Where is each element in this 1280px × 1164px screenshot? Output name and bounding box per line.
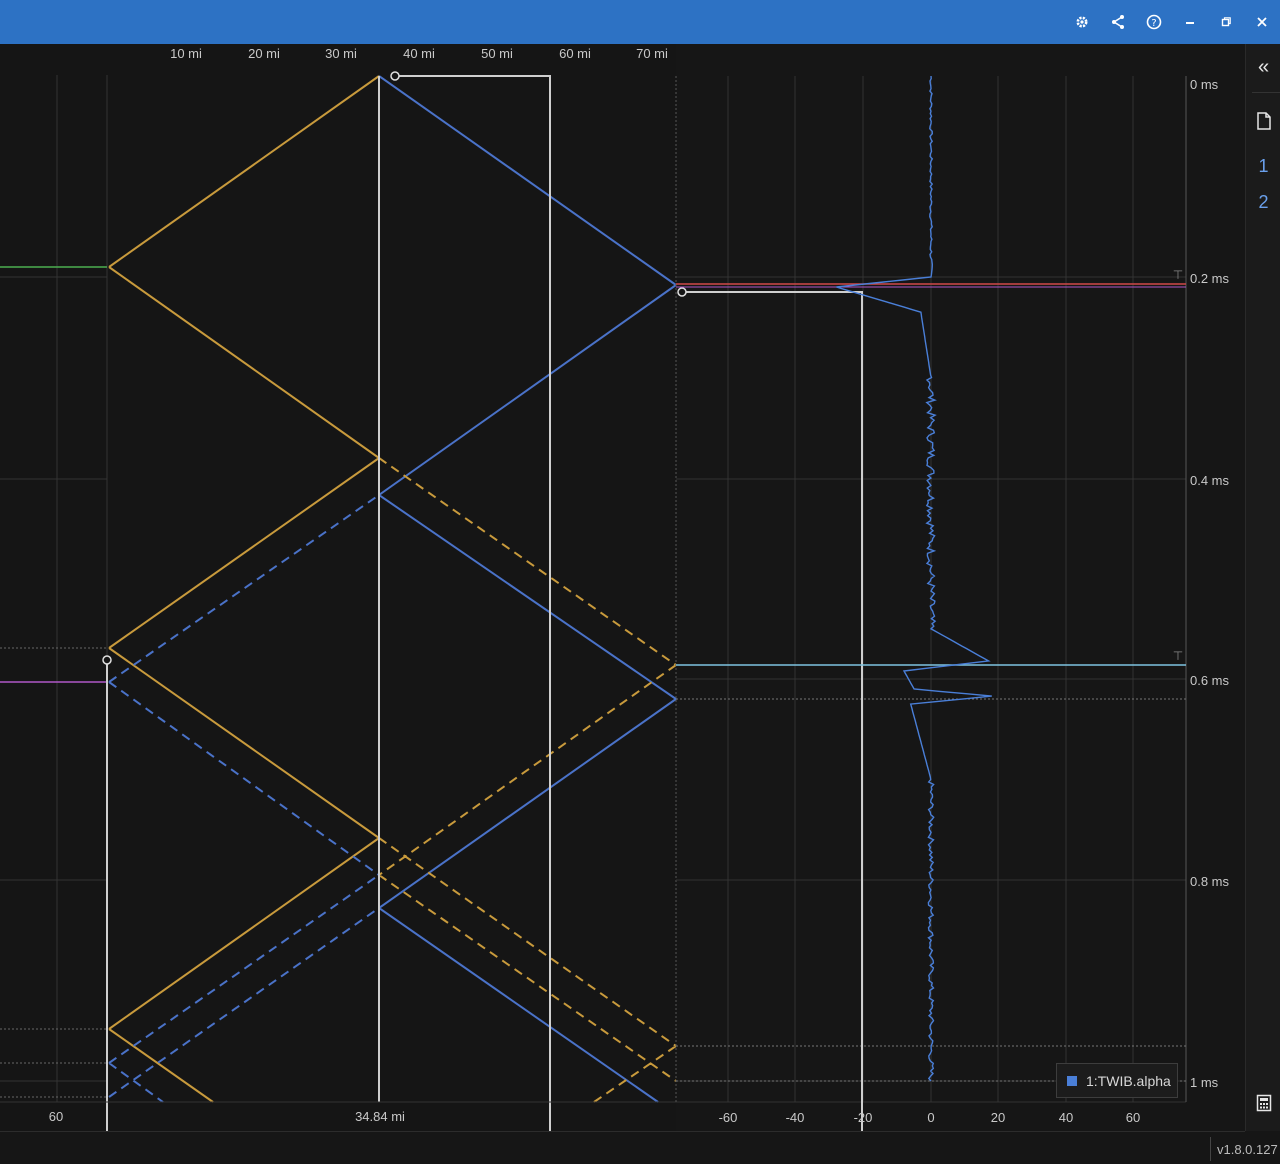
time-tick-label: 1 ms: [1190, 1075, 1219, 1090]
cursor-handle-top[interactable]: [390, 71, 400, 81]
version-label: v1.8.0.127: [1210, 1137, 1280, 1161]
selection-bracket-right[interactable]: [682, 291, 863, 1131]
analysis-canvas[interactable]: 10 mi 20 mi 30 mi 40 mi 50 mi 60 mi 70 m…: [0, 44, 1245, 1131]
window-controls: ?: [1064, 0, 1280, 44]
top-axis-ticks: 10 mi 20 mi 30 mi 40 mi 50 mi 60 mi 70 m…: [170, 46, 668, 61]
bottom-left-tick-label: 60: [49, 1109, 63, 1124]
time-tick-label: 0.2 ms: [1190, 271, 1230, 286]
dashed-forward-lines: [378, 457, 677, 1103]
top-tick-label: 70 mi: [636, 46, 668, 61]
title-bar: ?: [0, 0, 1280, 44]
cursor-handle-right[interactable]: [677, 287, 687, 297]
x-tick-label: 60: [1126, 1110, 1140, 1125]
legend-swatch: [1067, 1075, 1077, 1086]
pin-icon[interactable]: ⊤: [1173, 268, 1183, 282]
selection-bracket-top[interactable]: [395, 75, 551, 1131]
time-axis-ticks: 0 ms 0.2 ms 0.4 ms 0.6 ms 0.8 ms 1 ms: [1190, 77, 1230, 1090]
document-icon[interactable]: [1246, 112, 1280, 135]
legend-label: 1:TWIB.alpha: [1086, 1072, 1171, 1089]
sidebar-divider: [1252, 92, 1280, 93]
help-icon[interactable]: ?: [1136, 0, 1172, 44]
collapse-panel-button[interactable]: «: [1257, 56, 1270, 78]
top-tick-label: 30 mi: [325, 46, 357, 61]
x-tick-label: 20: [991, 1110, 1005, 1125]
top-tick-label: 40 mi: [403, 46, 435, 61]
calculator-icon[interactable]: [1246, 1094, 1280, 1117]
time-tick-label: 0.4 ms: [1190, 473, 1230, 488]
time-tick-label: 0.6 ms: [1190, 673, 1230, 688]
svg-text:?: ?: [1151, 18, 1156, 29]
waveform-gridlines: [676, 76, 1186, 1102]
top-tick-label: 50 mi: [481, 46, 513, 61]
minimize-icon[interactable]: [1172, 0, 1208, 44]
pin-icon[interactable]: ⊤: [1173, 649, 1183, 663]
cursor-position-label: 34.84 mi: [355, 1109, 405, 1124]
waveform-trace: [836, 75, 992, 1082]
cursor-handle-left[interactable]: [102, 655, 112, 665]
x-axis-ticks: -60 -40 -20 0 20 40 60: [719, 1110, 1141, 1125]
status-bar: [0, 1131, 1245, 1164]
backward-wave-lines: [378, 75, 677, 1103]
top-tick-label: 10 mi: [170, 46, 202, 61]
dashed-backward-lines: [108, 494, 380, 1103]
x-tick-label: -40: [786, 1110, 805, 1125]
sidebar-item-2[interactable]: 2: [1258, 192, 1269, 212]
top-tick-label: 60 mi: [559, 46, 591, 61]
top-tick-label: 20 mi: [248, 46, 280, 61]
sidebar-item-1[interactable]: 1: [1258, 156, 1269, 176]
close-icon[interactable]: [1244, 0, 1280, 44]
waveform-legend[interactable]: 1:TWIB.alpha: [1056, 1063, 1178, 1098]
waveform-series-line: [836, 75, 992, 1082]
forward-wave-lines: [108, 75, 380, 1103]
x-tick-label: 0: [927, 1110, 934, 1125]
time-tick-label: 0 ms: [1190, 77, 1219, 92]
waveform-panel: ⊤ ⊤ -60 -40 -20 0 20 40 60 0 ms 0.2 ms 0…: [675, 75, 1230, 1131]
share-icon[interactable]: [1100, 0, 1136, 44]
x-tick-label: -60: [719, 1110, 738, 1125]
time-tick-label: 0.8 ms: [1190, 874, 1230, 889]
x-tick-label: -20: [854, 1110, 873, 1125]
restore-icon[interactable]: [1208, 0, 1244, 44]
gear-icon[interactable]: [1064, 0, 1100, 44]
right-sidebar: « 1 2: [1245, 44, 1280, 1131]
left-ruler-ticks: [0, 647, 107, 1098]
x-tick-label: 40: [1059, 1110, 1073, 1125]
lattice-panel: 10 mi 20 mi 30 mi 40 mi 50 mi 60 mi 70 m…: [0, 44, 1186, 1131]
